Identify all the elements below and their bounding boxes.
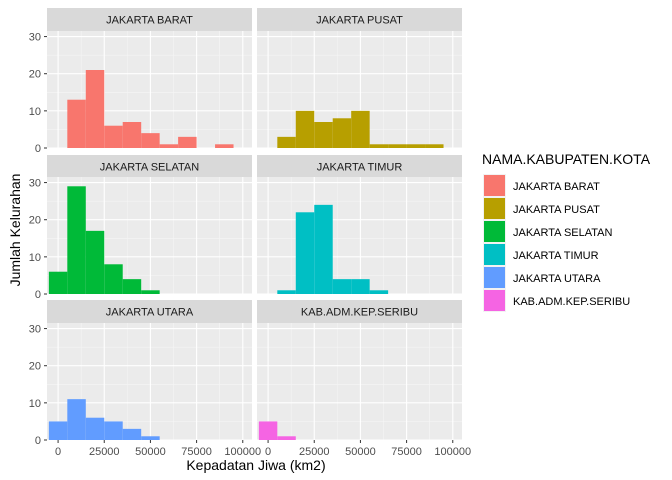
histogram-bar xyxy=(85,417,105,440)
y-tick-label: 10 xyxy=(29,252,41,264)
facet-panels: JAKARTA BARAT JAKARTA PUSAT JAKARTA SELATA… xyxy=(47,8,462,441)
legend-swatch xyxy=(484,267,505,288)
facet-strip-label: JAKARTA UTARA xyxy=(106,307,194,319)
histogram-bar xyxy=(122,122,142,148)
y-tick-label: 20 xyxy=(29,69,41,81)
legend-title: NAMA.KABUPATEN.KOTA xyxy=(482,151,651,167)
histogram-bar xyxy=(67,399,86,440)
y-tick-label: 30 xyxy=(29,178,41,190)
y-tick-label: 10 xyxy=(29,106,41,118)
x-tick-label: 25000 xyxy=(299,446,330,458)
facet-strip-label: JAKARTA SELATAN xyxy=(100,162,199,174)
x-tick-label: 100000 xyxy=(434,446,471,458)
legend-swatch xyxy=(484,198,505,219)
x-tick-label: 75000 xyxy=(181,446,212,458)
y-tick-label: 0 xyxy=(35,289,41,301)
histogram-bar xyxy=(406,144,426,148)
y-tick-label: 30 xyxy=(29,32,41,44)
x-tick-label: 75000 xyxy=(391,446,422,458)
facet-strip-label: JAKARTA PUSAT xyxy=(316,15,403,27)
x-tick-label: 100000 xyxy=(224,446,261,458)
y-tick-label: 20 xyxy=(29,215,41,227)
histogram-bar xyxy=(369,144,389,148)
histogram-bar xyxy=(122,428,142,440)
facet-panel: JAKARTA PUSAT xyxy=(257,8,462,149)
panel-background xyxy=(257,323,462,440)
histogram-bar xyxy=(85,230,105,294)
panel-background xyxy=(257,177,462,294)
facet-panel: JAKARTA UTARA xyxy=(47,300,252,441)
x-tick-label: 50000 xyxy=(135,446,166,458)
histogram-bar xyxy=(48,271,68,294)
facet-strip-label: JAKARTA BARAT xyxy=(106,15,193,27)
legend-swatch xyxy=(484,175,505,196)
facet-strip xyxy=(47,155,252,178)
y-tick-label: 20 xyxy=(29,361,41,373)
histogram-bar xyxy=(104,125,123,148)
facet-strip-label: KAB.ADM.KEP.SERIBU xyxy=(301,307,418,319)
histogram-bar xyxy=(215,144,234,148)
histogram-bar xyxy=(332,118,352,148)
y-tick-label: 0 xyxy=(35,435,41,447)
x-tick-label: 25000 xyxy=(89,446,120,458)
histogram-bar xyxy=(122,279,142,294)
histogram-bar xyxy=(141,436,160,440)
histogram-bar xyxy=(314,122,333,148)
axes: 0 10 20 30 0 10 20 30 0 10 20 30 0 25000 50000 75000 100… xyxy=(29,32,471,458)
histogram-bar xyxy=(178,136,197,148)
legend: NAMA.KABUPATEN.KOTA JAKARTA BARAT JAKARTA… xyxy=(482,151,651,312)
legend-label: KAB.ADM.KEP.SERIBU xyxy=(513,296,630,308)
legend-label: JAKARTA TIMUR xyxy=(513,250,599,262)
facet-strip xyxy=(257,300,462,323)
x-tick-label: 0 xyxy=(55,446,61,458)
legend-swatch xyxy=(484,221,505,242)
histogram-bar xyxy=(159,144,179,148)
legend-label: JAKARTA BARAT xyxy=(513,181,600,193)
histogram-bar xyxy=(85,70,105,148)
histogram-bar xyxy=(104,421,123,440)
facet-strip xyxy=(257,8,462,31)
legend-swatch xyxy=(484,290,505,311)
y-axis-title: Jumlah Kelurahan xyxy=(7,174,23,287)
histogram-bar xyxy=(141,290,160,294)
x-tick-label: 0 xyxy=(265,446,271,458)
legend-swatch xyxy=(484,244,505,265)
histogram-bar xyxy=(67,99,86,148)
histogram-bar xyxy=(332,279,352,294)
y-tick-label: 10 xyxy=(29,398,41,410)
x-tick-label: 50000 xyxy=(345,446,376,458)
legend-label: JAKARTA UTARA xyxy=(513,273,601,285)
facet-panel: JAKARTA TIMUR xyxy=(257,155,462,295)
facet-strip xyxy=(257,155,462,178)
facet-strip xyxy=(47,300,252,323)
histogram-bar xyxy=(351,279,370,294)
histogram-bar xyxy=(258,421,278,440)
histogram-bar xyxy=(67,186,86,294)
facet-panel: KAB.ADM.KEP.SERIBU xyxy=(257,300,462,441)
histogram-bar xyxy=(425,144,444,148)
histogram-bar xyxy=(388,144,407,148)
facet-strip xyxy=(47,8,252,31)
facet-strip-label: JAKARTA TIMUR xyxy=(317,162,403,174)
x-axis-title: Kepadatan Jiwa (km2) xyxy=(186,457,325,473)
histogram-bar xyxy=(351,110,370,148)
y-tick-label: 0 xyxy=(35,143,41,155)
histogram-bar xyxy=(277,436,296,440)
histogram-bar xyxy=(369,290,389,294)
legend-label: JAKARTA SELATAN xyxy=(513,227,612,239)
histogram-bar xyxy=(277,136,296,148)
legend-label: JAKARTA PUSAT xyxy=(513,204,600,216)
histogram-bar xyxy=(295,110,315,148)
histogram-bar xyxy=(277,290,296,294)
histogram-bar xyxy=(48,421,68,440)
histogram-bar xyxy=(141,133,160,148)
facet-panel: JAKARTA SELATAN xyxy=(47,155,252,295)
histogram-bar xyxy=(104,264,123,294)
facet-panel: JAKARTA BARAT xyxy=(47,8,252,149)
histogram-bar xyxy=(314,204,333,294)
y-tick-label: 30 xyxy=(29,324,41,336)
histogram-bar xyxy=(295,212,315,294)
